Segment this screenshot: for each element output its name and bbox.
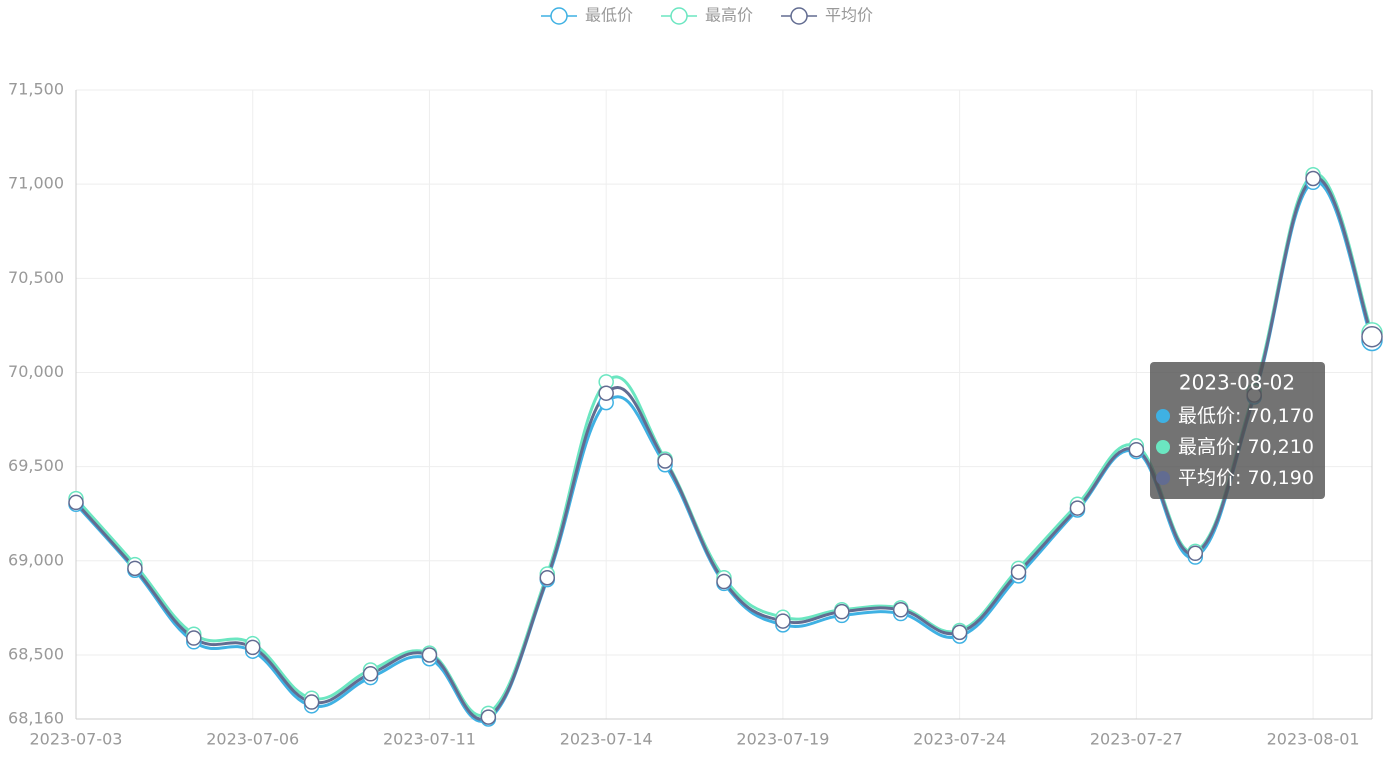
y-tick-label: 70,000 xyxy=(8,362,64,381)
x-tick-label: 2023-07-14 xyxy=(560,730,653,749)
x-tick-label: 2023-07-03 xyxy=(30,730,123,749)
point xyxy=(421,647,438,663)
tooltip-row: 最高价: 70,210 xyxy=(1178,436,1314,458)
point xyxy=(127,560,143,577)
point xyxy=(834,603,850,620)
point xyxy=(186,630,202,646)
tooltip-text: 70,170 xyxy=(1247,405,1313,427)
x-tick-label: 2023-07-06 xyxy=(206,730,299,749)
point xyxy=(775,613,791,629)
point xyxy=(1361,325,1383,348)
y-tick-label: 70,500 xyxy=(8,268,64,287)
tooltip-title: 2023-08-02 xyxy=(1179,371,1295,395)
point xyxy=(1010,564,1027,580)
tooltip-text: 70,210 xyxy=(1247,436,1313,458)
y-tick-label: 71,500 xyxy=(8,80,64,99)
tooltip-box xyxy=(1150,362,1325,499)
tooltip-text: 平均价 xyxy=(1178,467,1235,489)
point xyxy=(244,639,261,656)
tooltip-dot xyxy=(1156,440,1170,454)
point xyxy=(480,709,497,725)
tooltip-text: 70,190 xyxy=(1247,467,1313,489)
x-tick-label: 2023-08-01 xyxy=(1267,730,1360,749)
point xyxy=(303,694,320,710)
point xyxy=(1069,500,1086,516)
legend-label: 最高价 xyxy=(705,6,753,25)
x-tick-label: 2023-07-19 xyxy=(736,730,829,749)
point xyxy=(892,602,909,618)
point xyxy=(1128,441,1145,458)
x-tick-label: 2023-07-27 xyxy=(1090,730,1183,749)
tooltip-row: 最低价: 70,170 xyxy=(1178,405,1314,427)
legend: 最低价 最高价 平均价 xyxy=(541,6,873,25)
tooltip-text: : xyxy=(1235,467,1247,489)
tooltip-dot xyxy=(1156,409,1170,423)
x-tick-label: 2023-07-24 xyxy=(913,730,1006,749)
point xyxy=(539,570,556,586)
x-tick-label: 2023-07-11 xyxy=(383,730,476,749)
legend-label: 平均价 xyxy=(825,6,873,25)
tooltip-dot xyxy=(1156,471,1170,485)
y-tick-label: 68,160 xyxy=(8,709,64,728)
point xyxy=(362,666,379,682)
tooltip-text: 最高价 xyxy=(1178,436,1235,458)
y-tick-label: 69,500 xyxy=(8,456,64,475)
tooltip: 2023-08-02 最低价: 70,170 最高价: 70,210 平均价: 70,… xyxy=(1150,362,1325,499)
legend-label: 最低价 xyxy=(585,6,633,25)
y-tick-label: 69,000 xyxy=(8,550,64,569)
point xyxy=(598,385,614,401)
legend-icon xyxy=(790,7,808,25)
tooltip-text: : xyxy=(1235,436,1247,458)
point xyxy=(1305,170,1321,187)
legend-icon xyxy=(670,7,688,25)
tooltip-text: 最低价 xyxy=(1178,405,1235,427)
legend-icon xyxy=(550,7,568,25)
point xyxy=(951,624,968,641)
y-tick-label: 68,500 xyxy=(8,644,64,663)
point xyxy=(657,453,673,469)
point xyxy=(1187,545,1204,562)
point xyxy=(68,494,84,511)
tooltip-text: : xyxy=(1235,405,1247,427)
point xyxy=(716,573,732,590)
y-tick-label: 71,000 xyxy=(8,174,64,193)
tooltip-row: 平均价: 70,190 xyxy=(1178,467,1314,489)
